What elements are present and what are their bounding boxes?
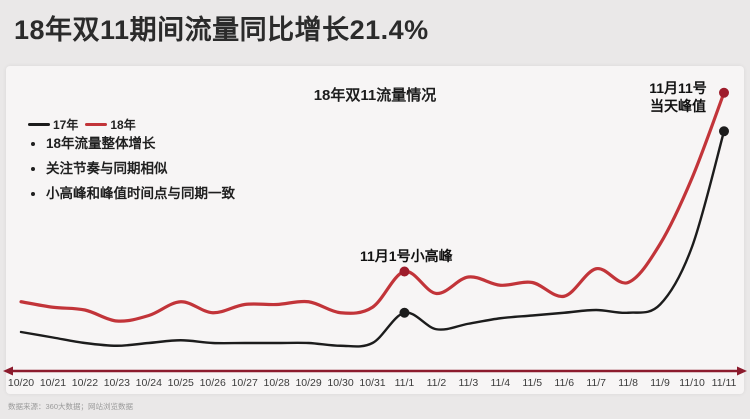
x-axis-label: 10/23 (103, 377, 130, 389)
legend-label-18: 18年 (110, 118, 136, 132)
x-axis-label: 10/27 (231, 377, 258, 389)
legend-label-17: 17年 (53, 118, 79, 132)
x-axis-label: 10/20 (7, 377, 35, 389)
chart-title: 18年双11流量情况 (313, 87, 437, 104)
legend-line-swatch-17 (28, 123, 50, 126)
insight-bullets: 18年流量整体增长 关注节奏与同期相似 小高峰和峰值时间点与同期一致 (32, 132, 235, 207)
x-axis-label: 11/8 (618, 377, 638, 389)
x-axis-label: 10/24 (135, 377, 162, 389)
legend-item-18: 18年 (85, 116, 136, 133)
chart-card: 18年双11流量情况 17年 18年 18年流量整体增长 关注节奏与同期相似 小… (6, 66, 744, 394)
annotation-nov1-peak: 11月1号小高峰 (360, 248, 453, 264)
x-axis-label: 11/7 (586, 377, 607, 389)
chart-legend: 17年 18年 (28, 116, 136, 133)
x-axis-label: 11/6 (554, 377, 575, 389)
legend-item-17: 17年 (28, 116, 78, 133)
x-axis-label: 11/11 (711, 377, 737, 389)
page-title: 18年双11期间流量同比增长21.4% (14, 15, 429, 45)
x-axis-label: 11/4 (490, 377, 511, 389)
x-axis-label: 10/30 (327, 377, 354, 389)
x-axis-label: 11/2 (426, 377, 447, 389)
bullet-item: 关注节奏与同期相似 (46, 157, 235, 177)
x-axis-label: 11/1 (394, 377, 415, 389)
annotation-nov11-line2: 当天峰值 (650, 98, 706, 114)
x-axis-label: 10/26 (199, 377, 226, 389)
x-axis-label: 10/25 (167, 377, 194, 389)
x-axis-label: 10/31 (359, 377, 386, 389)
bullet-item: 小高峰和峰值时间点与同期一致 (46, 182, 235, 202)
annotation-nov11-line1: 11月11号 (649, 80, 707, 96)
annotation-nov11-peak: 11月11号 当天峰值 (641, 79, 715, 115)
x-axis-label: 11/10 (679, 377, 705, 389)
source-note: 数据来源：360大数据；网站浏览数据 (8, 402, 134, 411)
bullet-item: 18年流量整体增长 (46, 132, 235, 152)
x-axis-label: 10/28 (263, 377, 290, 389)
x-axis-label: 11/9 (650, 377, 670, 389)
x-axis-label: 11/3 (458, 377, 479, 389)
x-axis-label: 10/21 (39, 377, 67, 389)
x-axis-label: 10/29 (295, 377, 322, 389)
x-axis-label: 11/5 (522, 377, 543, 389)
x-axis-label: 10/22 (71, 377, 99, 389)
legend-line-swatch-18 (85, 123, 108, 126)
